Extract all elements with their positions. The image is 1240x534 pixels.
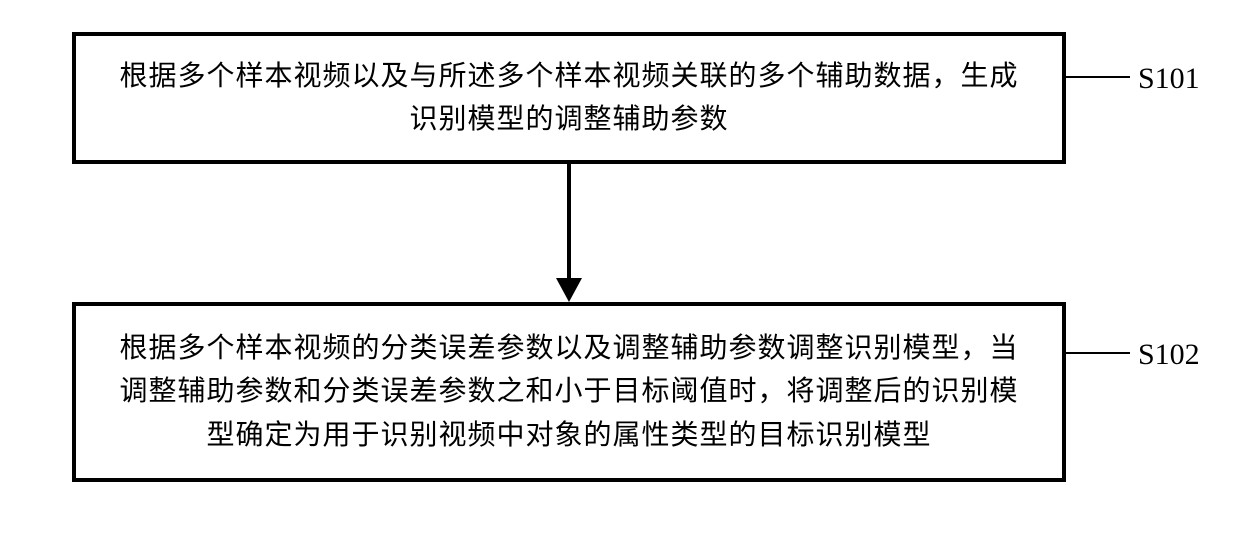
arrow-s101-to-s102-line	[567, 164, 571, 278]
leader-line-s101	[1066, 76, 1130, 78]
flow-step-s101: 根据多个样本视频以及与所述多个样本视频关联的多个辅助数据，生成 识别模型的调整辅…	[72, 32, 1066, 164]
flowchart-canvas: { "canvas": { "width": 1240, "height": 5…	[0, 0, 1240, 534]
flow-step-s101-text: 根据多个样本视频以及与所述多个样本视频关联的多个辅助数据，生成 识别模型的调整辅…	[76, 55, 1062, 142]
flow-step-s102-text: 根据多个样本视频的分类误差参数以及调整辅助参数调整识别模型，当 调整辅助参数和分…	[76, 327, 1062, 457]
arrow-s101-to-s102-head	[556, 278, 582, 302]
leader-line-s102	[1066, 352, 1130, 354]
step-label-s102: S102	[1138, 338, 1200, 372]
step-label-s101: S101	[1138, 62, 1200, 96]
flow-step-s102: 根据多个样本视频的分类误差参数以及调整辅助参数调整识别模型，当 调整辅助参数和分…	[72, 302, 1066, 482]
